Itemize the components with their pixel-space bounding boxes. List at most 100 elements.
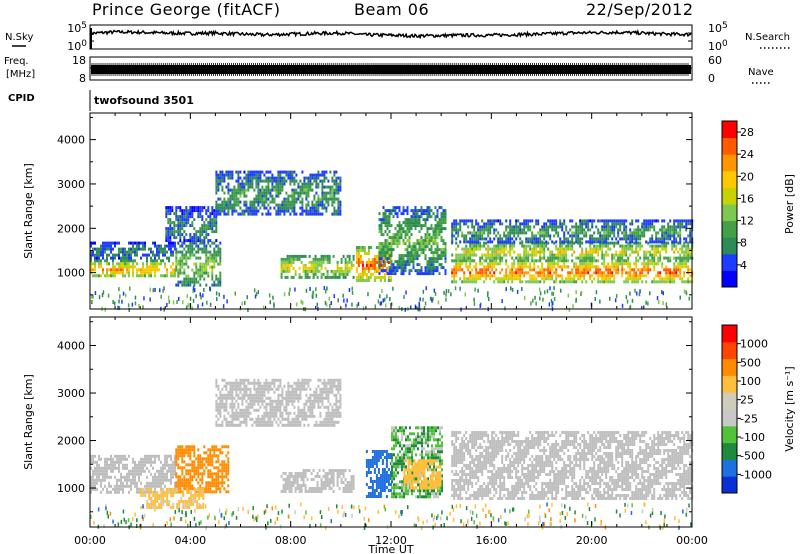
power-scatter-cell (402, 221, 405, 225)
power-scatter-cell (201, 239, 204, 243)
power-scatter-cell (359, 249, 362, 252)
power-scatter-cell (469, 250, 472, 254)
power-scatter-cell (311, 200, 314, 204)
power-scatter-cell (146, 259, 148, 263)
power-noise-cell (118, 287, 120, 292)
power-scatter-cell (469, 247, 472, 251)
power-scatter-cell (390, 236, 393, 240)
power-scatter-cell (545, 234, 548, 238)
power-scatter-cell (601, 244, 604, 248)
power-scatter-cell (388, 257, 391, 261)
velocity-scatter-cell (154, 481, 156, 485)
power-scatter-cell (451, 234, 454, 238)
power-scatter-cell (659, 253, 662, 257)
power-scatter-cell (457, 234, 460, 238)
power-scatter-cell (191, 209, 194, 213)
power-noise-cell (329, 304, 331, 309)
power-scatter-cell (162, 274, 164, 278)
power-scatter-cell (314, 266, 317, 270)
power-scatter-cell (177, 230, 180, 234)
power-scatter-cell (237, 188, 240, 192)
power-scatter-cell (181, 209, 184, 213)
power-scatter-cell (533, 234, 536, 238)
power-scatter-cell (339, 206, 342, 210)
power-scatter-cell (245, 209, 248, 213)
power-scatter-cell (219, 182, 222, 186)
power-scatter-cell (471, 240, 474, 244)
velocity-scatter-cell (164, 478, 166, 482)
power-scatter-cell (378, 263, 381, 267)
power-scatter-cell (593, 247, 596, 251)
power-scatter-cell (567, 247, 570, 251)
power-scatter-cell (410, 251, 413, 255)
power-noise-cell (167, 295, 170, 300)
power-scatter-cell (183, 221, 186, 225)
velocity-scatter-cell (152, 460, 154, 464)
power-scatter-cell (615, 241, 618, 245)
power-scatter-cell (327, 179, 330, 183)
power-scatter-cell (195, 209, 198, 213)
power-scatter-cell (424, 218, 427, 222)
power-noise-cell (433, 288, 436, 293)
power-noise-cell (246, 295, 248, 300)
power-scatter-cell (481, 234, 484, 238)
power-scatter-cell (463, 274, 466, 278)
power-scatter-cell (537, 271, 540, 275)
power-scatter-cell (440, 215, 443, 219)
power-scatter-cell (577, 265, 580, 269)
velocity-scatter-cell (126, 478, 128, 482)
power-scatter-cell (175, 215, 178, 219)
power-scatter-cell (621, 265, 624, 269)
power-scatter-cell (378, 218, 381, 222)
power-scatter-cell (219, 179, 222, 183)
power-scatter-cell (154, 244, 156, 248)
power-colorbar-swatch (722, 253, 737, 271)
power-noise-cell (552, 291, 555, 296)
power-scatter-cell (589, 262, 592, 266)
power-scatter-cell (567, 231, 570, 235)
power-scatter-cell (663, 228, 666, 232)
power-scatter-cell (367, 276, 370, 279)
power-scatter-cell (279, 191, 282, 195)
power-scatter-cell (321, 212, 324, 216)
power-scatter-cell (217, 280, 220, 284)
power-scatter-cell (373, 279, 376, 282)
power-scatter-cell (565, 237, 568, 241)
power-scatter-cell (557, 256, 560, 260)
power-scatter-cell (563, 262, 566, 266)
power-scatter-cell (167, 212, 170, 216)
power-noise-cell (215, 291, 218, 296)
velocity-scatter-cell (106, 475, 108, 479)
power-scatter-cell (402, 263, 405, 267)
power-scatter-cell (357, 249, 360, 252)
power-scatter-cell (414, 248, 417, 252)
power-scatter-cell (607, 234, 610, 238)
power-scatter-cell (523, 271, 526, 275)
velocity-scatter-cell (156, 481, 158, 485)
power-scatter-cell (122, 265, 124, 269)
power-scatter-cell (545, 277, 548, 281)
power-scatter-cell (416, 254, 419, 258)
power-scatter-cell (150, 271, 152, 275)
power-scatter-cell (263, 206, 266, 210)
power-scatter-cell (533, 240, 536, 244)
power-scatter-cell (587, 240, 590, 244)
power-scatter-cell (463, 271, 466, 275)
power-scatter-cell (609, 231, 612, 235)
power-scatter-cell (412, 218, 415, 222)
power-scatter-cell (585, 219, 588, 223)
power-scatter-cell (687, 265, 690, 269)
power-scatter-cell (199, 241, 202, 245)
power-scatter-cell (567, 274, 570, 278)
power-scatter-cell (527, 222, 530, 226)
power-scatter-cell (679, 247, 682, 251)
power-scatter-cell (617, 231, 620, 235)
power-scatter-cell (225, 200, 228, 204)
velocity-scatter-cell (98, 469, 100, 473)
power-scatter-cell (517, 277, 520, 281)
power-scatter-cell (94, 259, 96, 263)
power-scatter-cell (533, 259, 536, 263)
velocity-scatter-cell (94, 472, 96, 476)
power-scatter-cell (475, 280, 478, 284)
power-scatter-cell (162, 247, 164, 251)
